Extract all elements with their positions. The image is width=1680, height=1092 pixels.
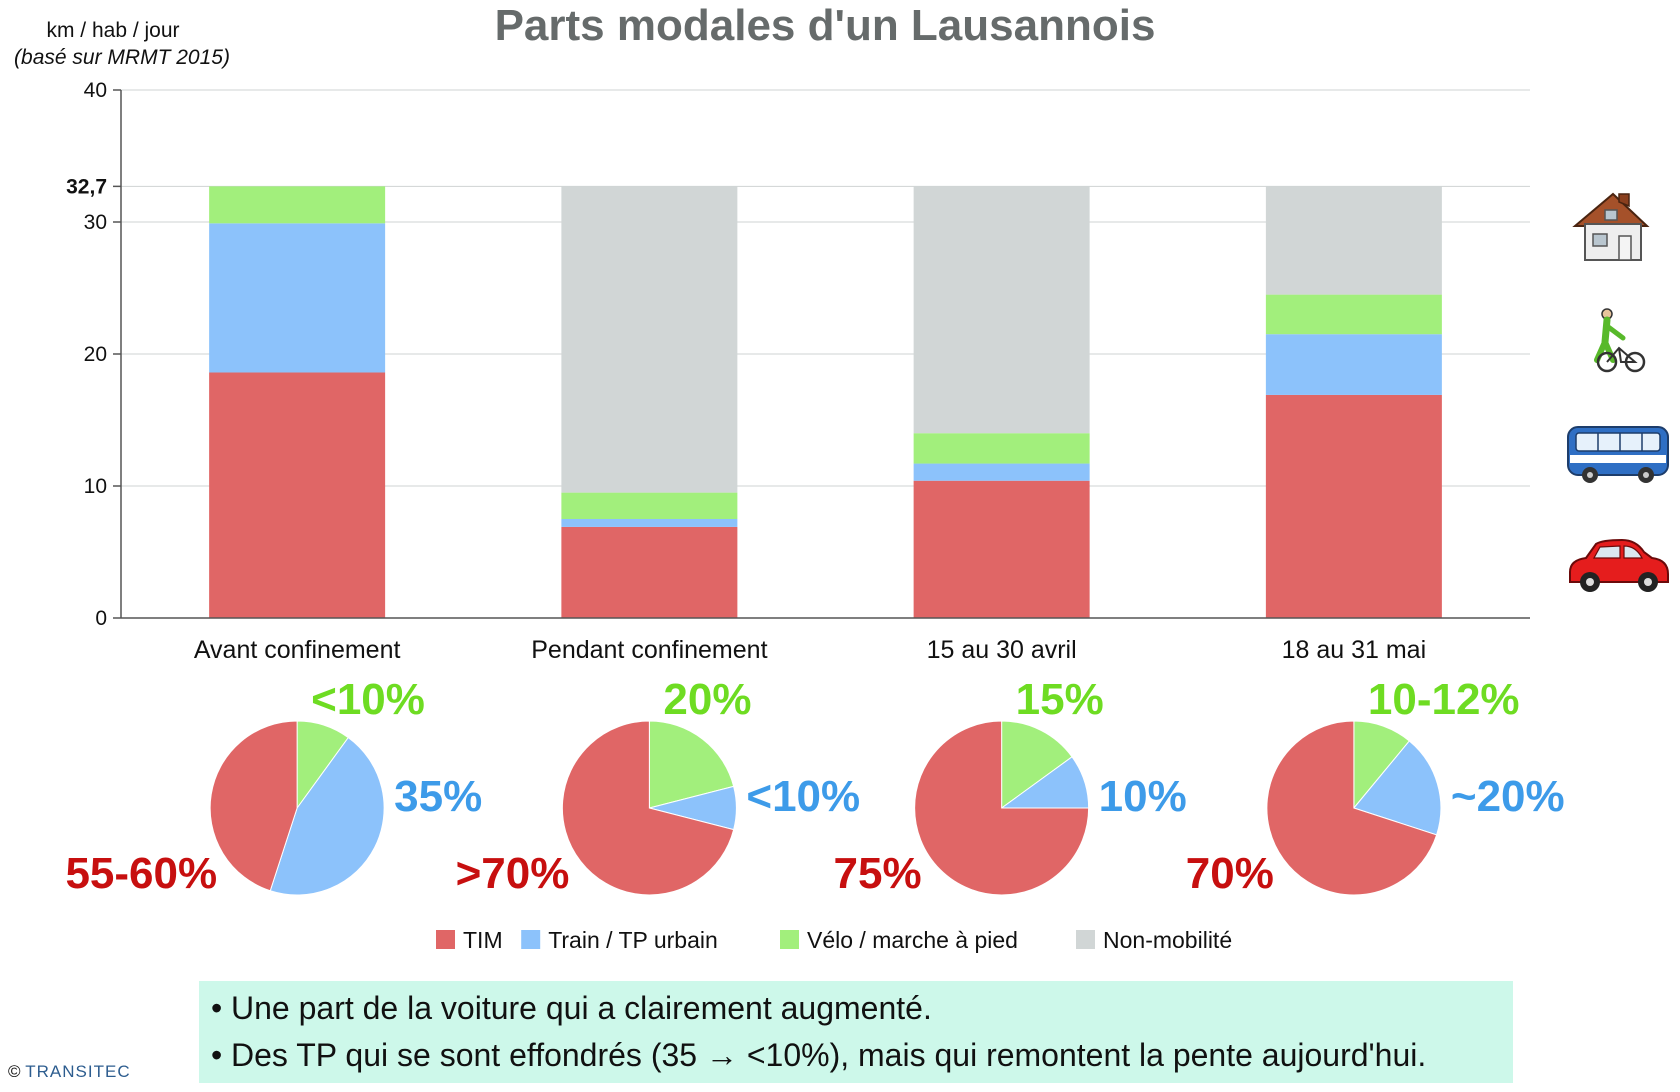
y-tick-label: 10: [84, 475, 107, 498]
pie-slice: [269, 736, 385, 896]
pie-label-velo: 20%: [663, 675, 751, 724]
pie-label-tim: 75%: [834, 849, 922, 898]
y-axis-unit: km / hab / jour: [46, 19, 179, 42]
bar-segment: [1265, 186, 1442, 295]
chart-title: Parts modales d'un Lausannois: [495, 1, 1156, 50]
bullet-icon: •: [211, 1037, 223, 1073]
bar-segment: [1265, 334, 1442, 395]
bar-segment: [209, 223, 386, 373]
note-line: • Des TP qui se sont effondrés (35 → <10%…: [211, 1032, 1513, 1079]
legend-label: TIM: [463, 927, 503, 953]
pie-slice: [1353, 740, 1442, 836]
pie-chart: <10% 35% 55-60%: [65, 675, 482, 898]
pie-label-tp: ~20%: [1451, 772, 1565, 821]
pie-label-velo: 10-12%: [1368, 675, 1520, 724]
walker-bicycle-icon: [1594, 308, 1646, 373]
legend: TIM Train / TP urbain Vélo / marche à pied…: [436, 927, 1232, 953]
y-tick-label: 0: [95, 607, 107, 630]
bar-segment: [561, 526, 738, 618]
y-tick-label: 40: [84, 79, 107, 102]
brand-name: TRANSITEC: [25, 1062, 131, 1081]
pie-slice: [914, 720, 1090, 896]
pie-label-tim: >70%: [456, 849, 570, 898]
bar-segment: [913, 480, 1090, 618]
x-category-label: 15 au 30 avril: [927, 636, 1077, 664]
stacked-bars: [209, 186, 1442, 618]
copyright: © TRANSITEC: [8, 1062, 131, 1082]
bar-segment: [913, 433, 1090, 464]
pie-chart: 20% <10% >70%: [456, 675, 861, 898]
legend-swatch: [521, 930, 541, 949]
y-tick-label: 20: [84, 343, 107, 366]
pie-slice: [561, 720, 735, 896]
pie-label-tim: 70%: [1186, 849, 1274, 898]
pie-slice: [1266, 720, 1438, 896]
legend-swatch: [436, 930, 455, 949]
x-category-label: Pendant confinement: [531, 636, 767, 664]
pie-label-velo: 15%: [1016, 675, 1104, 724]
x-category-label: 18 au 31 mai: [1282, 636, 1427, 664]
legend-label: Train / TP urbain: [548, 927, 718, 953]
note-text: Des TP qui se sont effondrés (35 → <10%)…: [231, 1037, 1427, 1073]
pie-charts: <10% 35% 55-60% 20% <10% >70% 15% 10% 75% 10-12% ~…: [65, 675, 1564, 898]
bar-segment: [209, 186, 386, 224]
pie-slice: [209, 720, 298, 892]
bullet-icon: •: [211, 990, 223, 1026]
note-text: Une part de la voiture qui a clairement …: [231, 990, 932, 1026]
pie-label-tp: <10%: [746, 772, 860, 821]
bus-icon: [1567, 426, 1669, 483]
x-category-label: Avant confinement: [194, 636, 401, 664]
y-axis-unit-note: (basé sur MRMT 2015): [14, 46, 230, 69]
bar-segment: [913, 186, 1090, 434]
y-tick-label: 30: [84, 211, 107, 234]
notes-box: • Une part de la voiture qui a clairement…: [199, 981, 1513, 1083]
y-axis-ticks: 0 10 20 30 40 32,7: [66, 79, 121, 630]
y-tick-label-highlight: 32,7: [66, 175, 107, 198]
house-icon: [1572, 192, 1650, 261]
pie-chart: 15% 10% 75%: [834, 675, 1187, 898]
bar-segment: [561, 492, 738, 519]
note-line: • Une part de la voiture qui a clairement…: [211, 985, 1513, 1032]
bar-segment: [1265, 294, 1442, 335]
bar-segment: [1265, 394, 1442, 618]
pie-slice: [648, 720, 735, 809]
pie-label-velo: <10%: [311, 675, 425, 724]
bar-segment: [913, 463, 1090, 481]
pie-label-tp: 10%: [1099, 772, 1187, 821]
legend-label: Non-mobilité: [1103, 927, 1232, 953]
bar-segment: [561, 186, 738, 493]
pie-label-tim: 55-60%: [65, 849, 217, 898]
copyright-symbol: ©: [8, 1062, 21, 1081]
pie-chart: 10-12% ~20% 70%: [1186, 675, 1565, 898]
pie-slice: [1001, 720, 1073, 809]
legend-swatch: [1076, 930, 1095, 949]
legend-swatch: [780, 930, 799, 949]
pie-label-tp: 35%: [394, 772, 482, 821]
x-axis-categories: Avant confinement Pendant confinement 15 a…: [194, 636, 1426, 664]
bar-segment: [561, 519, 738, 527]
car-icon: [1569, 538, 1669, 592]
bar-segment: [209, 372, 386, 618]
legend-label: Vélo / marche à pied: [807, 927, 1018, 953]
